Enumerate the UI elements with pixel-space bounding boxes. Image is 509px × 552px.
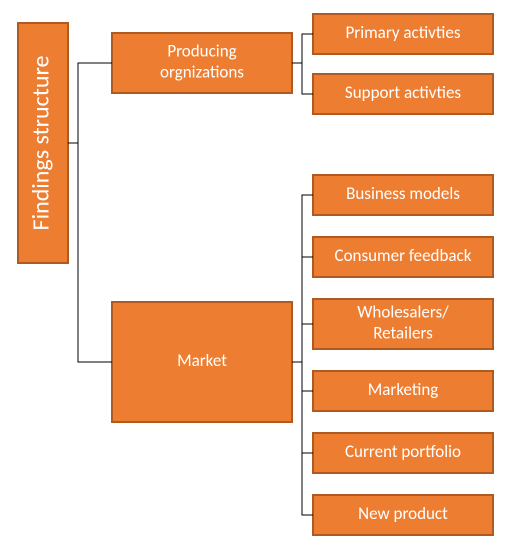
leaf-label-consumer-feedback: Consumer feedback bbox=[335, 245, 472, 266]
connector bbox=[292, 63, 313, 94]
connector bbox=[68, 63, 112, 143]
root-label: Findings structure bbox=[27, 55, 56, 230]
connector bbox=[292, 362, 313, 515]
branch-label-producing-organizations: Producingorgnizations bbox=[160, 40, 244, 82]
leaf-label-current-portfolio: Current portfolio bbox=[345, 441, 461, 462]
connector bbox=[68, 143, 112, 362]
branch-label-market: Market bbox=[177, 350, 227, 371]
leaf-label-business-models: Business models bbox=[346, 183, 460, 204]
leaf-label-support-activities: Support activties bbox=[345, 82, 462, 103]
leaf-label-new-product: New product bbox=[358, 503, 448, 524]
connector bbox=[292, 324, 313, 362]
connector bbox=[292, 34, 313, 63]
leaf-label-primary-activities: Primary activties bbox=[345, 22, 460, 43]
leaf-label-marketing: Marketing bbox=[368, 379, 439, 400]
